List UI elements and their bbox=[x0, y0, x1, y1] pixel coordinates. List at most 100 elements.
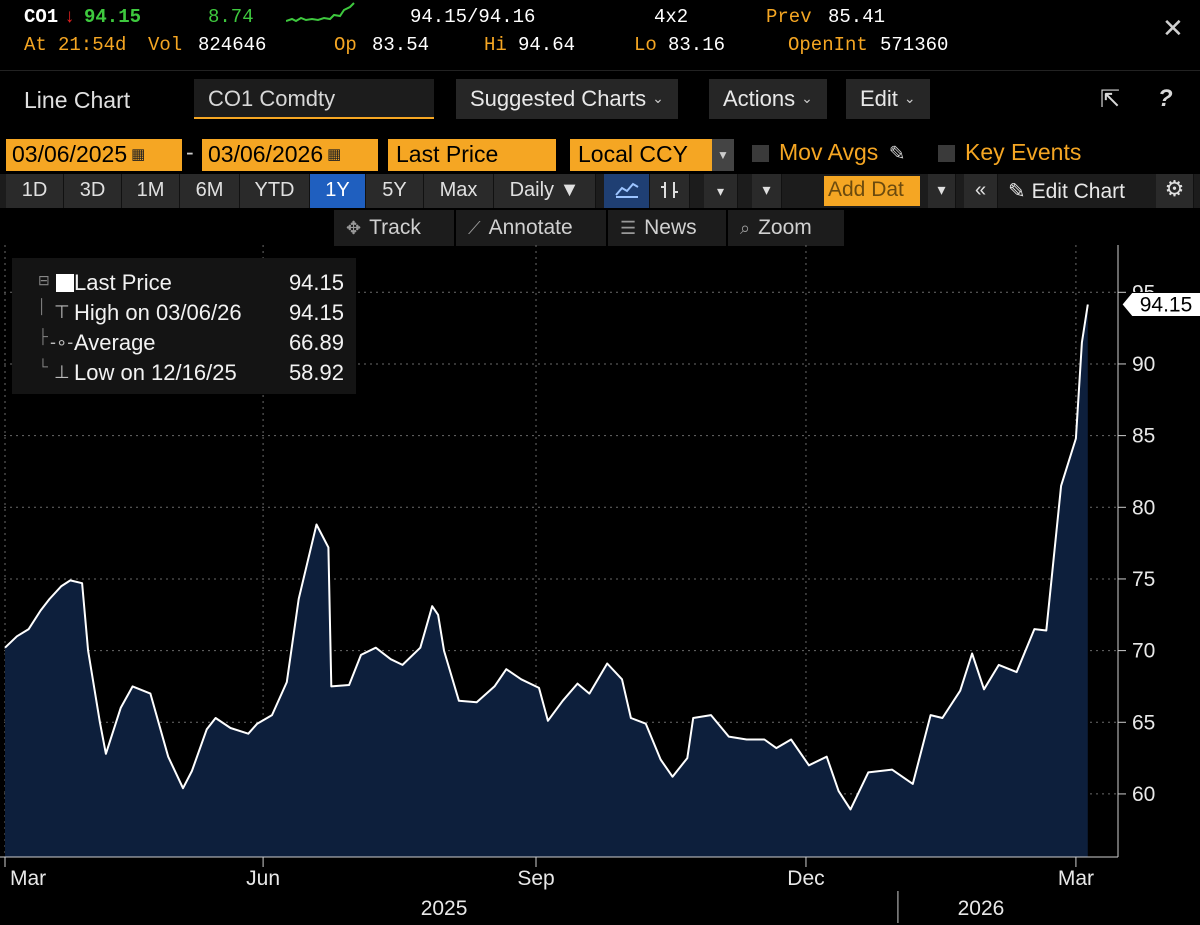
page-title: Line Chart bbox=[24, 87, 131, 113]
export-icon[interactable]: ⇱ bbox=[1100, 86, 1121, 113]
range-3d-button[interactable]: 3D bbox=[64, 174, 122, 208]
mov-avgs-toggle[interactable]: Mov Avgs ✎ bbox=[752, 139, 905, 166]
help-icon[interactable]: ? bbox=[1158, 85, 1173, 112]
calendar-icon[interactable]: ▦ bbox=[131, 146, 146, 163]
openint-value: 571360 bbox=[880, 34, 949, 56]
range-6m-button[interactable]: 6M bbox=[180, 174, 240, 208]
gear-icon[interactable]: ⚙ bbox=[1156, 174, 1194, 208]
key-events-checkbox[interactable] bbox=[938, 145, 955, 162]
chart-controls: 03/06/2025 ▦ - 03/06/2026 ▦ Last Price Loc… bbox=[0, 136, 1200, 174]
news-icon: ☰ bbox=[620, 218, 637, 238]
legend-average: ├ -∘- Average 66.89 bbox=[38, 328, 344, 355]
range-1y-button[interactable]: 1Y bbox=[310, 174, 366, 208]
zoom-label: Zoom bbox=[758, 216, 812, 239]
key-events-label: Key Events bbox=[965, 139, 1082, 165]
annotate-tool[interactable]: ⟋ Annotate bbox=[456, 210, 606, 246]
start-date-value: 03/06/2025 bbox=[12, 141, 128, 167]
year-label: 2026 bbox=[958, 897, 1005, 920]
zoom-tool[interactable]: ⌕ Zoom bbox=[728, 210, 844, 246]
edit-chart-button[interactable]: ✎ Edit Chart bbox=[1008, 174, 1125, 208]
end-date-value: 03/06/2026 bbox=[208, 141, 324, 167]
range-bar: 1D 3D 1M 6M YTD 1Y 5Y Max Daily ▼ ▾ ▾ Ad… bbox=[0, 174, 1200, 208]
y-tick-label: 65 bbox=[1132, 711, 1155, 734]
legend-value: 66.89 bbox=[288, 330, 344, 355]
bar-chart-icon[interactable] bbox=[650, 174, 690, 208]
chevron-down-icon: ⌄ bbox=[903, 90, 916, 106]
bid-ask-size: 4x2 bbox=[654, 6, 689, 28]
range-1m-button[interactable]: 1M bbox=[122, 174, 180, 208]
last-value-box bbox=[1121, 291, 1200, 317]
collapse-icon[interactable]: « bbox=[964, 174, 998, 208]
legend-last-price: ⊟ Last Price 94.15 bbox=[12, 268, 356, 298]
start-date-field[interactable]: 03/06/2025 ▦ bbox=[6, 139, 182, 171]
date-range-dash: - bbox=[186, 139, 194, 165]
legend-label: Low on 12/16/25 bbox=[74, 360, 237, 385]
pencil-icon: ✎ bbox=[1008, 180, 1026, 203]
currency-select[interactable]: Local CCY bbox=[570, 139, 712, 171]
year-label: 2025 bbox=[421, 897, 468, 920]
x-tick-label: Jun bbox=[246, 867, 280, 890]
down-arrow-icon: ↓ bbox=[64, 6, 76, 28]
range-5y-button[interactable]: 5Y bbox=[366, 174, 424, 208]
calendar-icon[interactable]: ▦ bbox=[327, 146, 342, 163]
vol-label: Vol bbox=[148, 34, 183, 56]
field-select[interactable]: Last Price bbox=[388, 139, 556, 171]
open-value: 83.54 bbox=[372, 34, 430, 56]
legend-value: 58.92 bbox=[288, 360, 344, 385]
period-select[interactable]: Daily ▼ bbox=[494, 174, 596, 208]
price-area bbox=[5, 304, 1088, 857]
low-value: 83.16 bbox=[668, 34, 726, 56]
dropdown-arrow-icon[interactable]: ▼ bbox=[712, 139, 734, 171]
pencil-icon[interactable]: ✎ bbox=[888, 143, 906, 165]
mov-avgs-checkbox[interactable] bbox=[752, 145, 769, 162]
x-tick-label: Sep bbox=[517, 867, 554, 890]
high-value: 94.64 bbox=[518, 34, 576, 56]
high-label: Hi bbox=[484, 34, 507, 56]
range-ytd-button[interactable]: YTD bbox=[240, 174, 310, 208]
chart-type-dropdown-icon[interactable]: ▾ bbox=[704, 174, 738, 208]
at-label: At bbox=[24, 34, 47, 56]
volume-value: 824646 bbox=[198, 34, 267, 56]
price-chart[interactable]: 6065707580859095 MarJunSepDecMar20252026… bbox=[0, 245, 1200, 925]
legend-label: Average bbox=[74, 330, 156, 355]
end-date-field[interactable]: 03/06/2026 ▦ bbox=[202, 139, 378, 171]
legend-value: 94.15 bbox=[288, 270, 344, 295]
legend-label: High on 03/06/26 bbox=[74, 300, 242, 325]
news-tool[interactable]: ☰ News bbox=[608, 210, 726, 246]
annotate-icon: ⟋ bbox=[468, 218, 481, 238]
last-value-marker: 94.15 bbox=[1121, 291, 1200, 317]
y-tick-label: 75 bbox=[1132, 568, 1155, 591]
actions-button[interactable]: Actions ⌄ bbox=[709, 79, 827, 119]
y-tick-label: 80 bbox=[1132, 496, 1155, 519]
actions-label: Actions bbox=[723, 86, 796, 111]
range-1d-button[interactable]: 1D bbox=[6, 174, 64, 208]
line-chart-icon[interactable] bbox=[604, 174, 650, 208]
chart-legend[interactable]: ⊟ Last Price 94.15 │ ⊤ High on 03/06/26 … bbox=[12, 258, 356, 394]
key-events-toggle[interactable]: Key Events bbox=[938, 139, 1081, 166]
net-change: 8.74 bbox=[208, 6, 254, 28]
magnifier-icon: ⌕ bbox=[740, 218, 751, 238]
legend-value: 94.15 bbox=[288, 300, 344, 325]
collapse-box-icon[interactable]: ⊟ bbox=[38, 272, 50, 288]
sparkline-icon bbox=[285, 2, 356, 32]
chevron-down-icon: ⌄ bbox=[652, 90, 664, 106]
range-max-button[interactable]: Max bbox=[424, 174, 494, 208]
menu-icon[interactable]: ▾ bbox=[752, 174, 782, 208]
suggested-charts-button[interactable]: Suggested Charts ⌄ bbox=[456, 79, 678, 119]
quote-time: 21:54d bbox=[58, 34, 127, 56]
prev-label: Prev bbox=[766, 6, 812, 28]
close-icon[interactable]: ✕ bbox=[1162, 14, 1184, 44]
edit-button[interactable]: Edit ⌄ bbox=[846, 79, 930, 119]
edit-chart-label: Edit Chart bbox=[1031, 180, 1125, 203]
average-marker-icon: -∘- bbox=[50, 332, 74, 352]
ticker-symbol[interactable]: CO1 bbox=[24, 6, 59, 28]
crosshair-icon: ✥ bbox=[346, 218, 362, 238]
add-data-field[interactable]: Add Dat bbox=[824, 176, 920, 206]
series-swatch bbox=[56, 274, 74, 292]
security-input[interactable]: CO1 Comdty bbox=[194, 79, 434, 119]
y-axis: 6065707580859095 bbox=[1117, 245, 1155, 857]
low-marker-icon: ⊥ bbox=[54, 362, 70, 382]
add-data-dropdown-icon[interactable]: ▾ bbox=[928, 174, 956, 208]
price-line bbox=[4, 304, 1089, 811]
track-tool[interactable]: ✥ Track bbox=[334, 210, 454, 246]
